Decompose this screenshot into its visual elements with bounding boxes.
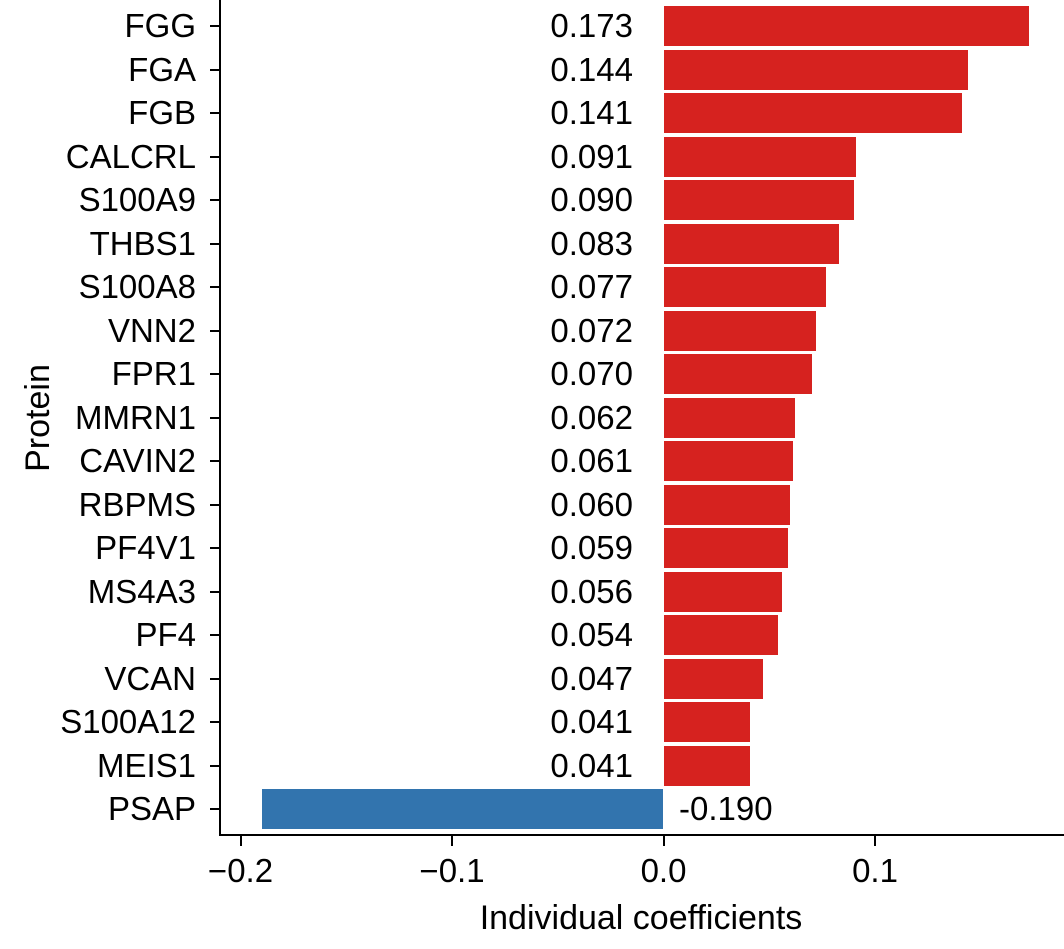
x-tick-label-−0.2: −0.2 (207, 852, 274, 889)
bar-PF4V1 (663, 528, 789, 568)
bar-value-label-S100A8: 0.077 (550, 268, 633, 305)
bar-value-label-FPR1: 0.070 (550, 355, 633, 392)
y-tick-label-THBS1: THBS1 (89, 224, 196, 262)
bar-value-label-CALCRL: 0.091 (550, 137, 633, 175)
y-tick-label-FGB: FGB (128, 94, 196, 131)
y-tick-PSAP (210, 808, 220, 810)
bar-FGB (663, 93, 962, 133)
y-tick-label-PF4V1: PF4V1 (95, 529, 196, 566)
bar-FPR1 (663, 354, 812, 394)
bar-value-label-CAVIN2: 0.061 (550, 442, 633, 479)
y-tick-label-FPR1: FPR1 (111, 355, 196, 392)
bar-PSAP (261, 789, 664, 829)
y-tick-PF4V1 (210, 547, 220, 549)
bar-VCAN (663, 658, 763, 699)
x-tick-label-0.1: 0.1 (852, 852, 898, 889)
y-tick-CALCRL (210, 155, 220, 158)
bar-CAVIN2 (663, 441, 793, 481)
y-tick-label-CAVIN2: CAVIN2 (79, 442, 196, 479)
x-tick-label-−0.1: −0.1 (419, 852, 485, 889)
y-tick-VNN2 (210, 329, 220, 332)
y-tick-label-VNN2: VNN2 (107, 311, 196, 349)
bar-value-label-S100A12: 0.041 (550, 703, 633, 740)
bar-value-label-VNN2: 0.072 (550, 311, 633, 349)
bar-value-label-MEIS1: 0.041 (550, 746, 633, 784)
bar-PF4 (663, 615, 778, 655)
y-tick-MS4A3 (210, 590, 220, 593)
y-tick-THBS1 (210, 242, 220, 245)
bar-value-label-FGA: 0.144 (550, 50, 633, 88)
x-tick-label-0.0: 0.0 (640, 852, 687, 889)
y-tick-PF4 (210, 634, 220, 636)
bar-MMRN1 (663, 397, 795, 438)
bar-THBS1 (663, 223, 840, 264)
x-axis-line (219, 834, 1064, 836)
bar-FGA (663, 49, 969, 90)
bar-MS4A3 (663, 571, 782, 612)
bar-value-label-FGB: 0.141 (550, 94, 633, 131)
bar-value-label-MMRN1: 0.062 (550, 398, 633, 436)
bar-CALCRL (663, 136, 856, 177)
y-tick-VCAN (210, 677, 220, 680)
y-tick-MEIS1 (210, 764, 220, 767)
y-tick-label-CALCRL: CALCRL (65, 137, 196, 175)
bar-VNN2 (663, 310, 816, 351)
y-tick-FGB (210, 112, 220, 114)
y-tick-label-FGA: FGA (128, 50, 196, 88)
y-tick-label-MMRN1: MMRN1 (75, 398, 196, 436)
x-tick-0.1 (874, 836, 876, 846)
bar-S100A8 (663, 267, 827, 307)
bar-S100A9 (663, 180, 854, 220)
bar-value-label-PSAP: -0.190 (679, 790, 773, 827)
y-tick-label-FGG: FGG (124, 7, 197, 44)
y-tick-label-MS4A3: MS4A3 (87, 572, 196, 610)
y-tick-FPR1 (210, 373, 220, 375)
bar-value-label-PF4V1: 0.059 (550, 529, 633, 566)
y-tick-label-S100A8: S100A8 (78, 268, 196, 305)
x-axis-title: Individual coefficients (479, 899, 803, 937)
x-tick-0.0 (662, 836, 665, 846)
x-tick-−0.2 (239, 836, 242, 846)
bar-MEIS1 (663, 745, 751, 786)
y-tick-MMRN1 (210, 416, 220, 419)
y-tick-CAVIN2 (210, 460, 220, 462)
y-tick-FGG (210, 25, 220, 27)
y-tick-label-PSAP: PSAP (107, 790, 196, 827)
y-tick-label-MEIS1: MEIS1 (96, 746, 196, 784)
y-axis-line (219, 0, 221, 836)
bar-value-label-RBPMS: 0.060 (550, 485, 633, 523)
y-tick-FGA (210, 68, 220, 71)
bar-value-label-VCAN: 0.047 (550, 659, 633, 697)
bar-value-label-PF4: 0.054 (550, 616, 633, 653)
y-tick-S100A12 (210, 721, 220, 723)
x-tick-−0.1 (451, 836, 453, 846)
y-tick-S100A8 (210, 286, 220, 288)
y-tick-label-PF4: PF4 (135, 616, 196, 653)
bar-value-label-FGG: 0.173 (550, 7, 633, 44)
bar-RBPMS (663, 484, 791, 525)
y-tick-S100A9 (210, 199, 220, 201)
y-tick-label-RBPMS: RBPMS (78, 485, 196, 523)
bar-S100A12 (663, 702, 751, 742)
bar-FGG (663, 6, 1030, 46)
y-tick-RBPMS (210, 503, 220, 506)
bar-value-label-THBS1: 0.083 (550, 224, 633, 262)
y-tick-label-S100A9: S100A9 (78, 181, 196, 218)
y-tick-label-VCAN: VCAN (104, 659, 196, 697)
bar-value-label-MS4A3: 0.056 (550, 572, 633, 610)
y-tick-label-S100A12: S100A12 (60, 703, 196, 740)
bar-value-label-S100A9: 0.090 (550, 181, 633, 218)
